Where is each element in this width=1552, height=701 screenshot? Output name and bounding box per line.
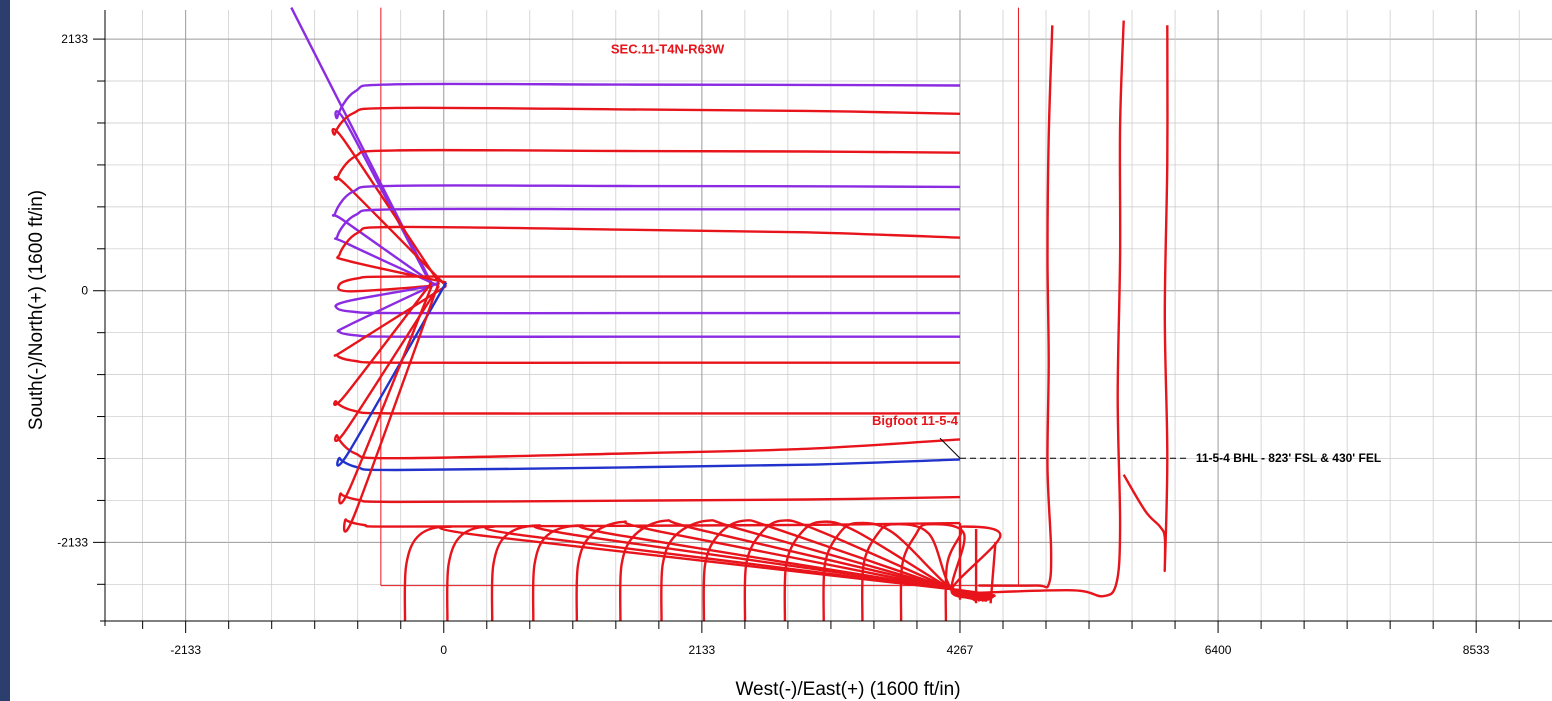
- x-tick-label: -2133: [170, 643, 201, 657]
- well-path-north-lateral: [334, 82, 961, 287]
- tick-layer: [93, 38, 1520, 633]
- well-path-east: [1122, 25, 1169, 572]
- well-label-leader: [939, 437, 961, 459]
- well-path-north-lateral: [336, 225, 961, 284]
- well-path-south-lateral: [334, 285, 961, 460]
- well-path-south-lateral: [334, 284, 960, 315]
- well-path-north-lateral: [334, 207, 960, 288]
- well-label: Bigfoot 11-5-4: [872, 413, 959, 428]
- well-path-north-lateral: [336, 275, 960, 293]
- well-path-south-fan: [944, 525, 1002, 622]
- x-axis-title: West(-)/East(+) (1600 ft/in): [735, 679, 960, 700]
- x-tick-label: 0: [440, 643, 447, 657]
- x-tick-label: 4267: [947, 643, 974, 657]
- annotations: SEC.11-T4N-R63W Bigfoot 11-5-4 11-5-4 BHL …: [611, 42, 1381, 466]
- well-path-south-lateral: [338, 285, 961, 505]
- y-tick-label: 2133: [61, 32, 88, 46]
- left-frame-strip: [0, 0, 10, 701]
- y-axis-title: South(-)/North(+) (1600 ft/in): [26, 190, 47, 430]
- grid-layer: [105, 10, 1552, 621]
- x-tick-label: 8533: [1463, 643, 1490, 657]
- well-path-north-lateral: [331, 184, 961, 284]
- x-tick-label: 6400: [1205, 643, 1232, 657]
- well-path-south-lateral: [333, 281, 960, 415]
- plot-frame: [100, 10, 1552, 626]
- well-paths: [290, 7, 1169, 622]
- bhl-label: 11-5-4 BHL - 823' FSL & 430' FEL: [1196, 451, 1381, 465]
- well-path-north-lateral: [333, 148, 961, 287]
- y-tick-label: 0: [81, 284, 88, 298]
- well-path-south-lateral: [336, 281, 961, 472]
- well-path-east: [978, 25, 1054, 589]
- well-path-north-lateral: [331, 106, 961, 284]
- y-tick-label: -2133: [57, 535, 88, 549]
- well-path-east: [978, 20, 1125, 598]
- well-path-north-vertical: [290, 7, 433, 285]
- x-tick-label: 2133: [688, 643, 715, 657]
- well-path-south-lateral: [342, 282, 961, 533]
- section-label: SEC.11-T4N-R63W: [611, 42, 725, 57]
- well-path-south-lateral: [333, 284, 960, 365]
- tick-labels: -2133 0 2133 4267 6400 8533 2133 0 -2133: [57, 32, 1490, 657]
